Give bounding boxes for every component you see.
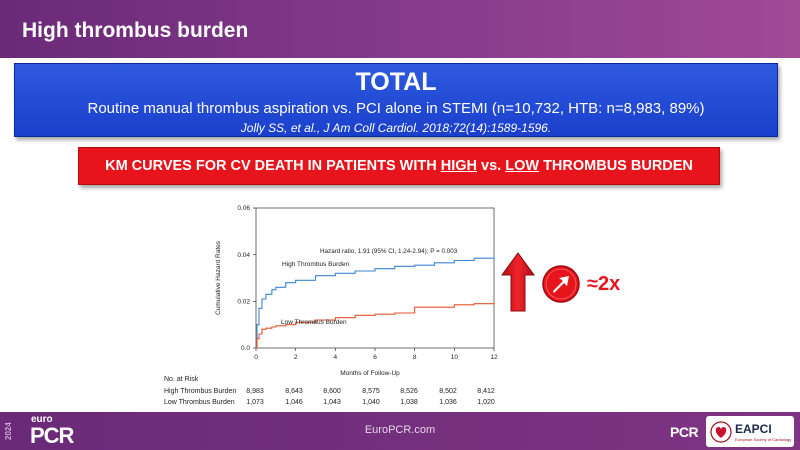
y-tick-label: 0.02 (237, 299, 250, 306)
km-banner-vs: vs. (477, 158, 506, 174)
y-tick-label: 0.04 (237, 252, 250, 259)
risk-cell: 1,038 (400, 399, 418, 406)
km-banner-suffix: THROMBUS BURDEN (539, 158, 693, 174)
title-bar: High thrombus burden (0, 0, 800, 58)
total-subtitle: Routine manual thrombus aspiration vs. P… (87, 100, 705, 117)
risk-cell: 8,983 (246, 388, 264, 395)
x-axis-label: Months of Follow-Up (340, 370, 400, 377)
total-citation: Jolly SS, et al., J Am Coll Cardiol. 201… (240, 121, 552, 135)
eapci-logo-text: EAPCI (735, 422, 772, 436)
footer-bar: 2024 euro PCR EuroPCR.com PCR EAPCI Euro… (0, 412, 800, 450)
slide-title: High thrombus burden (22, 19, 249, 42)
risk-cell: 1,020 (477, 399, 495, 406)
eapci-logo: EAPCI European Society of Cardiology (706, 416, 794, 447)
risk-cell: 8,526 (400, 388, 418, 395)
risk-row-label: High Thrombus Burden (164, 388, 237, 395)
risk-cell: 8,502 (439, 388, 457, 395)
risk-row-label: Low Thrombus Burden (164, 399, 235, 406)
approx-2x-label: ≈2x (587, 273, 621, 295)
pcr-logo: PCR (670, 424, 699, 440)
up-arrow-icon (500, 251, 536, 313)
total-study-box: TOTAL Routine manual thrombus aspiration… (14, 63, 778, 137)
y-axis-ticks: 0.0 0.02 0.04 0.06 (237, 205, 256, 352)
plot-frame (255, 207, 495, 349)
total-heading: TOTAL (355, 68, 437, 96)
heart-icon (710, 421, 732, 443)
x-tick-label: 12 (490, 354, 498, 361)
risk-cell: 1,040 (362, 399, 380, 406)
km-series-lines (256, 254, 495, 349)
x-axis-ticks: 0 2 4 6 8 10 12 (254, 348, 498, 361)
risk-cell: 1,043 (323, 399, 341, 406)
x-tick-label: 8 (413, 354, 417, 361)
x-tick-label: 4 (334, 354, 338, 361)
risk-cell: 8,643 (285, 388, 303, 395)
eapci-logo-subtext: European Society of Cardiology (735, 437, 792, 442)
series-label-high: High Thrombus Burden (282, 261, 349, 268)
risk-cell: 8,600 (323, 388, 341, 395)
risk-cell: 1,046 (285, 399, 303, 406)
risk-cell: 1,036 (439, 399, 457, 406)
footer-brand-large: PCR (30, 423, 74, 448)
risk-cell: 8,412 (477, 388, 495, 395)
risk-cell: 1,073 (246, 399, 264, 406)
x-tick-label: 0 (254, 354, 258, 361)
hazard-ratio-annotation: Hazard ratio, 1.91 (95% CI, 1.24-2.94); … (320, 248, 458, 255)
y-axis-label: Cumulative Hazard Rates (215, 240, 222, 315)
km-banner-prefix: KM CURVES FOR CV DEATH IN PATIENTS WITH (105, 158, 441, 174)
series-line-high (256, 254, 495, 349)
km-chart-svg: 0.0 0.02 0.04 0.06 0 2 4 6 8 10 12 Months of Foll… (215, 205, 498, 377)
series-label-low: Low Thrombus Burden (281, 319, 347, 326)
km-banner-low: LOW (505, 158, 540, 174)
series-line-low (256, 301, 495, 349)
risk-cell: 8,575 (362, 388, 380, 395)
km-chart: 0.0 0.02 0.04 0.06 0 2 4 6 8 10 12 Months of Foll… (160, 198, 520, 413)
km-banner-high: HIGH (440, 158, 477, 174)
risk-table-heading: No. at Risk (164, 376, 199, 383)
km-banner: KM CURVES FOR CV DEATH IN PATIENTS WITH … (78, 147, 720, 185)
footer-url[interactable]: EuroPCR.com (364, 424, 436, 436)
up-right-arrow-circle-icon (541, 264, 581, 304)
footer-brand-small: euro (31, 414, 53, 425)
y-tick-label: 0.0 (241, 345, 250, 352)
x-tick-label: 10 (451, 354, 459, 361)
x-tick-label: 6 (373, 354, 377, 361)
x-tick-label: 2 (294, 354, 298, 361)
y-tick-label: 0.06 (237, 205, 250, 212)
